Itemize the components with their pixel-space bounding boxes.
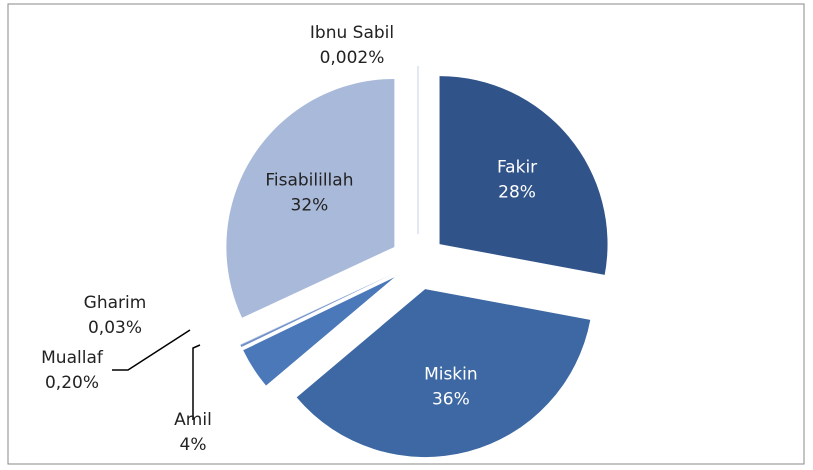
pie-slice (240, 274, 393, 348)
pie-slice (296, 289, 591, 458)
pie-slice (243, 277, 395, 386)
slice-value-label: 28% (498, 183, 536, 203)
slice-value-label: 4% (180, 435, 207, 455)
slice-value-label: 0,002% (320, 48, 385, 68)
slice-label: Fakir (497, 158, 537, 178)
slice-label: Gharim (84, 293, 147, 313)
pie-slice (240, 273, 393, 345)
slice-label: Ibnu Sabil (310, 23, 394, 43)
slice-value-label: 0,20% (45, 373, 99, 393)
slice-value-label: 32% (291, 196, 329, 216)
leader-line (192, 344, 201, 420)
slice-value-label: 0,03% (88, 318, 142, 338)
slice-label: Fisabilillah (265, 171, 353, 191)
slice-value-label: 36% (432, 390, 470, 410)
pie-slice (439, 76, 608, 275)
pie-slice (226, 78, 395, 318)
slice-label: Muallaf (41, 348, 104, 368)
leader-line (112, 329, 191, 371)
slice-label: Miskin (424, 365, 478, 385)
slice-label: Amil (174, 410, 212, 430)
